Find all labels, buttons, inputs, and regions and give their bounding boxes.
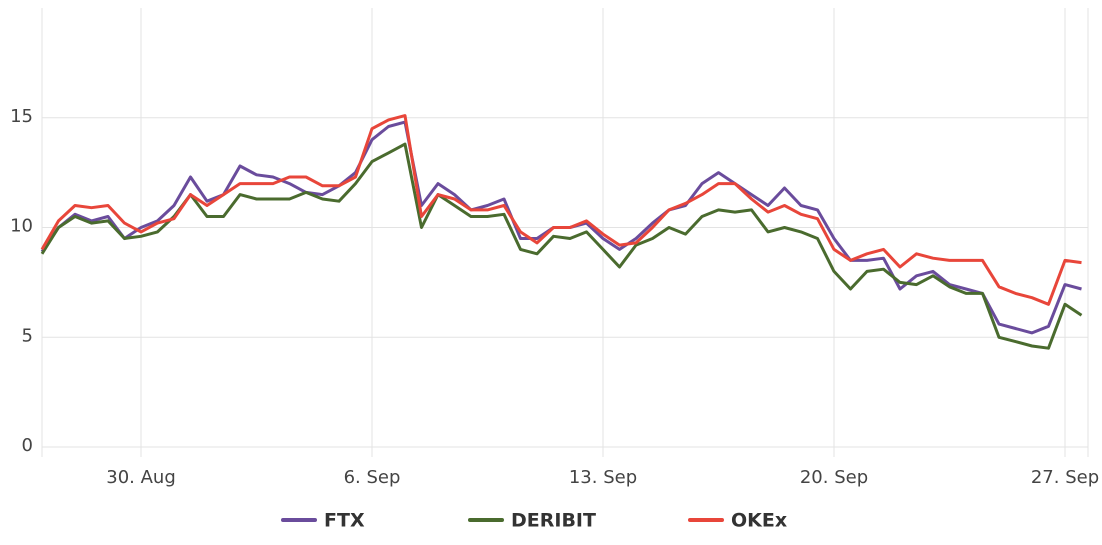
- legend-label: DERIBIT: [511, 510, 596, 532]
- x-tick-label: 27. Sep: [1031, 467, 1099, 488]
- x-tick-label: 13. Sep: [569, 467, 637, 488]
- series-line: [40, 142, 1083, 350]
- x-tick-label: 20. Sep: [800, 467, 868, 488]
- x-tick-label: 30. Aug: [106, 467, 176, 488]
- x-tick-label: 6. Sep: [344, 467, 401, 488]
- series-line: [40, 114, 1082, 306]
- y-tick-label: 10: [10, 216, 33, 237]
- legend-label: OKEx: [731, 510, 787, 532]
- y-tick-label: 15: [10, 106, 33, 127]
- legend-label: FTX: [324, 510, 365, 532]
- y-tick-label: 0: [22, 435, 33, 456]
- y-tick-label: 5: [22, 325, 33, 346]
